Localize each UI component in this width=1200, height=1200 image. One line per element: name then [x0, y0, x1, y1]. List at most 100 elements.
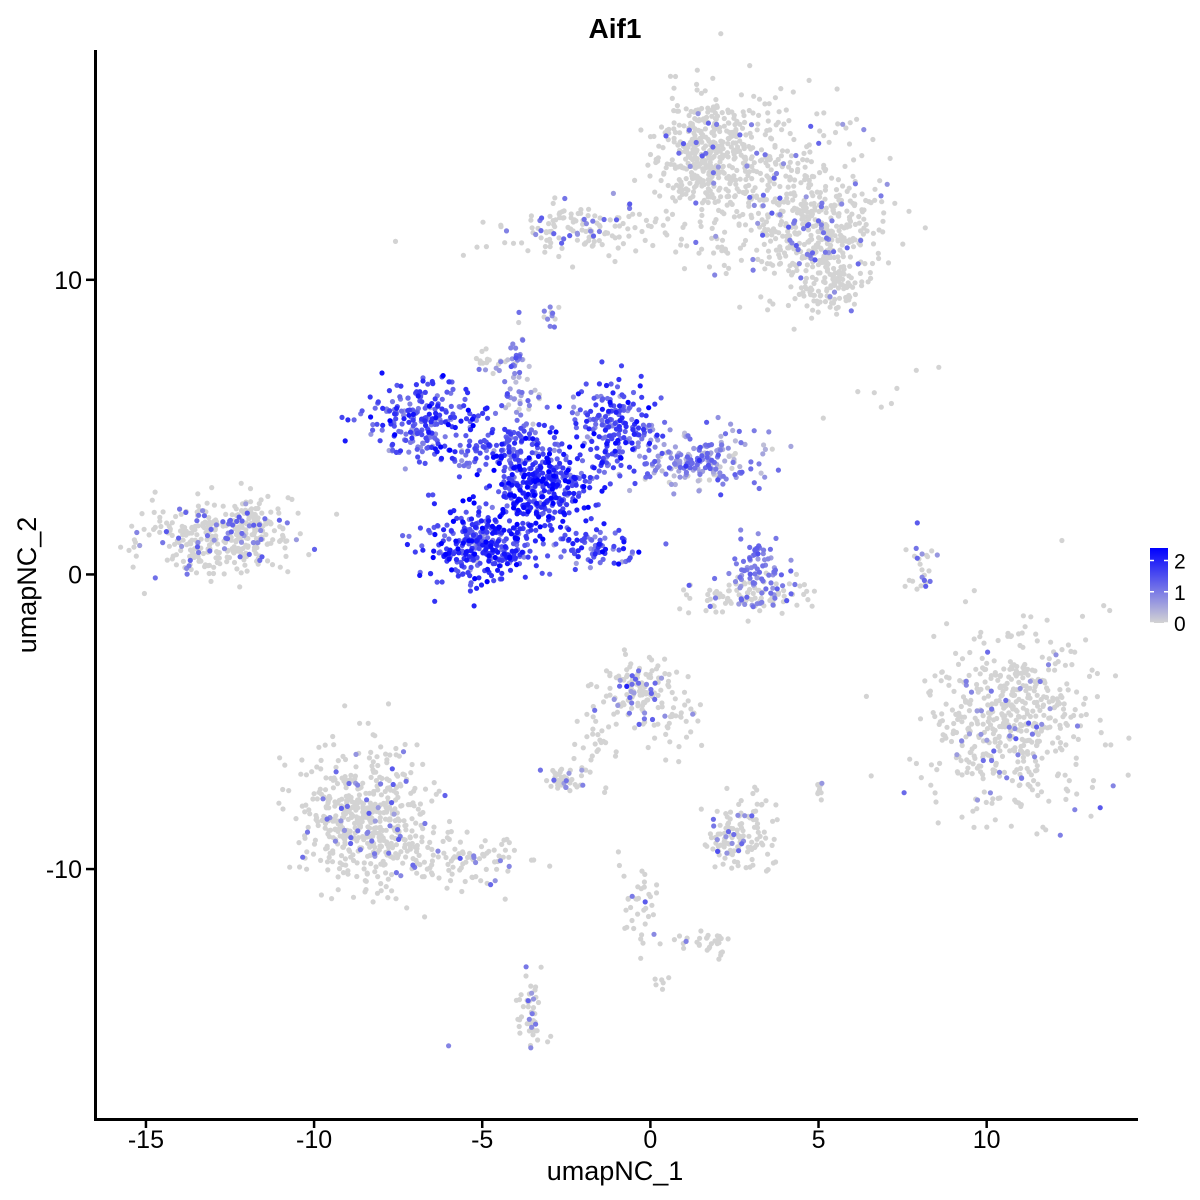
- cell-point: [489, 504, 495, 510]
- cell-point: [667, 73, 674, 79]
- cell-point: [338, 805, 344, 812]
- cell-point: [397, 394, 403, 400]
- cell-point: [969, 771, 975, 777]
- cell-point: [478, 582, 485, 588]
- cell-point: [779, 148, 786, 154]
- cell-point: [804, 251, 810, 257]
- cell-point: [1046, 798, 1052, 804]
- cell-point: [1046, 667, 1052, 673]
- cell-point: [828, 285, 834, 291]
- cell-point: [696, 488, 702, 494]
- cell-point: [972, 743, 978, 750]
- cell-point: [464, 557, 470, 563]
- cell-point: [750, 790, 756, 797]
- cell-point: [738, 536, 744, 542]
- cell-point: [842, 283, 848, 289]
- cell-point: [189, 549, 196, 556]
- cell-point: [750, 580, 756, 586]
- cell-point: [631, 690, 637, 696]
- cell-point: [974, 708, 980, 714]
- cell-point: [725, 188, 731, 194]
- cell-point: [984, 660, 990, 666]
- cell-point: [577, 452, 583, 458]
- cell-point: [567, 233, 573, 239]
- cell-point: [718, 31, 724, 37]
- cell-point: [967, 649, 973, 656]
- cell-point: [391, 811, 397, 817]
- cell-point: [1026, 720, 1032, 726]
- cell-point: [1057, 725, 1063, 731]
- cell-point: [856, 214, 862, 220]
- cell-point: [342, 438, 348, 444]
- cell-point: [872, 186, 878, 192]
- cell-point: [844, 208, 850, 214]
- cell-point: [500, 854, 506, 860]
- cell-point: [529, 225, 535, 231]
- cell-point: [414, 446, 420, 452]
- cell-point: [991, 748, 997, 754]
- cell-point: [357, 720, 363, 726]
- cell-point: [423, 435, 429, 441]
- cell-point: [204, 500, 210, 506]
- cell-point: [401, 772, 408, 778]
- cell-point: [752, 571, 758, 577]
- cell-point: [849, 238, 855, 244]
- cell-point: [642, 461, 648, 467]
- cell-point: [808, 159, 815, 165]
- cell-point: [1069, 662, 1075, 668]
- cell-point: [695, 478, 701, 484]
- cell-point: [762, 152, 768, 158]
- cell-point: [820, 415, 826, 421]
- cell-point: [754, 825, 761, 831]
- cell-point: [677, 195, 683, 201]
- cell-point: [932, 673, 938, 679]
- cell-point: [377, 818, 383, 824]
- cell-point: [1081, 701, 1087, 707]
- cell-point: [779, 127, 785, 133]
- cell-point: [422, 914, 428, 920]
- cell-point: [322, 787, 329, 793]
- cell-point: [844, 245, 850, 251]
- cell-point: [1044, 725, 1051, 731]
- cell-point: [801, 150, 807, 156]
- cell-point: [960, 694, 967, 700]
- cell-point: [963, 682, 969, 688]
- cell-point: [655, 453, 661, 459]
- cell-point: [389, 800, 395, 806]
- cell-point: [160, 540, 166, 546]
- cell-point: [360, 834, 366, 840]
- cell-point: [1060, 706, 1067, 712]
- cell-point: [731, 214, 738, 220]
- cell-point: [765, 307, 771, 313]
- cell-point: [324, 816, 330, 822]
- cell-point: [1072, 807, 1078, 813]
- cell-point: [403, 431, 409, 437]
- cell-point: [815, 262, 822, 268]
- cell-point: [246, 516, 252, 522]
- cell-point: [725, 820, 732, 826]
- cell-point: [831, 271, 837, 278]
- cell-point: [578, 207, 584, 213]
- cell-point: [658, 687, 664, 693]
- cell-point: [525, 248, 531, 254]
- cell-point: [474, 244, 480, 250]
- cell-point: [765, 556, 771, 562]
- cell-point: [990, 796, 996, 802]
- cell-point: [597, 529, 603, 536]
- cell-point: [704, 597, 711, 604]
- cell-point: [834, 86, 840, 92]
- cell-point: [749, 839, 755, 845]
- cell-point: [1009, 666, 1015, 672]
- cell-point: [572, 741, 578, 748]
- cell-point: [861, 127, 867, 133]
- cell-point: [188, 541, 194, 547]
- cell-point: [510, 374, 517, 380]
- cell-point: [790, 89, 796, 95]
- cell-point: [847, 263, 853, 269]
- cell-point: [754, 836, 760, 842]
- cell-point: [805, 597, 811, 603]
- cell-point: [713, 217, 719, 223]
- cell-point: [1010, 747, 1016, 753]
- cell-point: [992, 817, 998, 823]
